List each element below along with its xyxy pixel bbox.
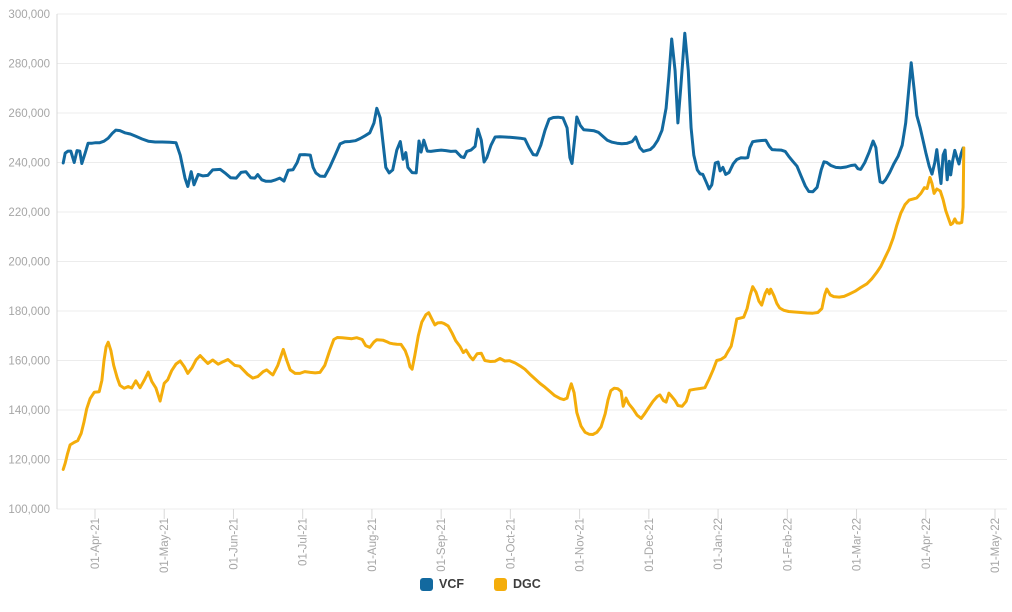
x-tick-label: 01-Mar-22 [852,518,864,571]
legend: VCF DGC [420,578,541,591]
legend-swatch-vcf [420,578,433,591]
x-tick-label: 01-May-21 [159,518,171,573]
legend-label-dgc: DGC [513,577,541,592]
y-tick-label: 100,000 [8,504,50,516]
x-tick-label: 01-May-22 [990,518,1002,573]
x-tick-label: 01-Apr-22 [921,518,933,569]
y-tick-label: 120,000 [8,455,50,467]
series-line-dgc [61,146,966,471]
y-tick-label: 200,000 [8,257,50,269]
y-tick-label: 220,000 [8,207,50,219]
x-tick-label: 01-Feb-22 [782,518,794,571]
y-tick-label: 160,000 [8,356,50,368]
y-tick-label: 180,000 [8,306,50,318]
x-tick-label: 01-Dec-21 [644,518,656,572]
legend-label-vcf: VCF [439,577,464,592]
x-tick-label: 01-Aug-21 [367,518,379,572]
legend-item-vcf[interactable]: VCF [420,578,464,591]
x-tick-label: 01-Jan-22 [713,518,725,570]
y-tick-label: 300,000 [8,9,50,21]
y-tick-label: 140,000 [8,405,50,417]
y-tick-label: 280,000 [8,59,50,71]
y-tick-label: 240,000 [8,158,50,170]
y-tick-label: 260,000 [8,108,50,120]
x-tick-label: 01-Nov-21 [575,518,587,572]
x-tick-label: 01-Jul-21 [298,518,310,566]
series-line-vcf [61,31,965,194]
x-tick-label: 01-Sep-21 [436,518,448,572]
x-tick-label: 01-Jun-21 [228,518,240,570]
legend-swatch-dgc [494,578,507,591]
legend-item-dgc[interactable]: DGC [494,578,541,591]
x-tick-label: 01-Apr-21 [90,518,102,569]
x-tick-label: 01-Oct-21 [505,518,517,569]
